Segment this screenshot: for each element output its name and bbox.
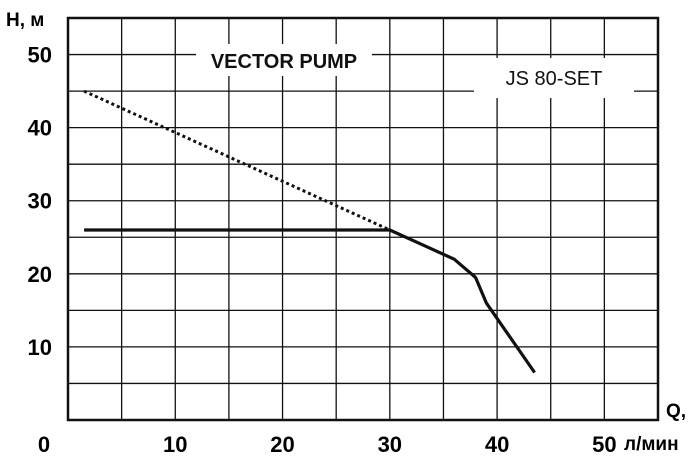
title-background <box>196 44 372 76</box>
x-tick-label: 0 <box>38 432 50 457</box>
y-tick-label: 40 <box>28 116 52 141</box>
plot-frame <box>66 16 660 422</box>
model-label: JS 80-SET <box>506 68 603 90</box>
y-axis-ticks: 10 20 30 40 50 <box>28 43 52 360</box>
x-axis-ticks: 0 10 20 30 40 50 <box>38 432 617 457</box>
series-line-solid <box>84 228 536 374</box>
y-tick-label: 30 <box>28 189 52 214</box>
model-box: JS 80-SET <box>474 58 634 98</box>
y-tick-label: 20 <box>28 262 52 287</box>
series-line-dotted <box>83 89 391 232</box>
grid <box>68 18 658 420</box>
x-tick-label: 50 <box>592 432 616 457</box>
x-tick-label: 20 <box>270 432 294 457</box>
title-box: VECTOR PUMP <box>196 44 372 76</box>
x-tick-label: 40 <box>485 432 509 457</box>
y-tick-label: 50 <box>28 43 52 68</box>
series <box>83 89 536 374</box>
model-background <box>474 58 634 98</box>
x-tick-label: 10 <box>163 432 187 457</box>
y-tick-label: 10 <box>28 335 52 360</box>
y-axis-title: Н, м <box>6 10 44 31</box>
x-axis-title-unit: л/мин <box>624 434 679 455</box>
x-tick-label: 30 <box>378 432 402 457</box>
chart-title: VECTOR PUMP <box>211 51 357 73</box>
x-axis-title-q: Q, <box>666 401 686 422</box>
